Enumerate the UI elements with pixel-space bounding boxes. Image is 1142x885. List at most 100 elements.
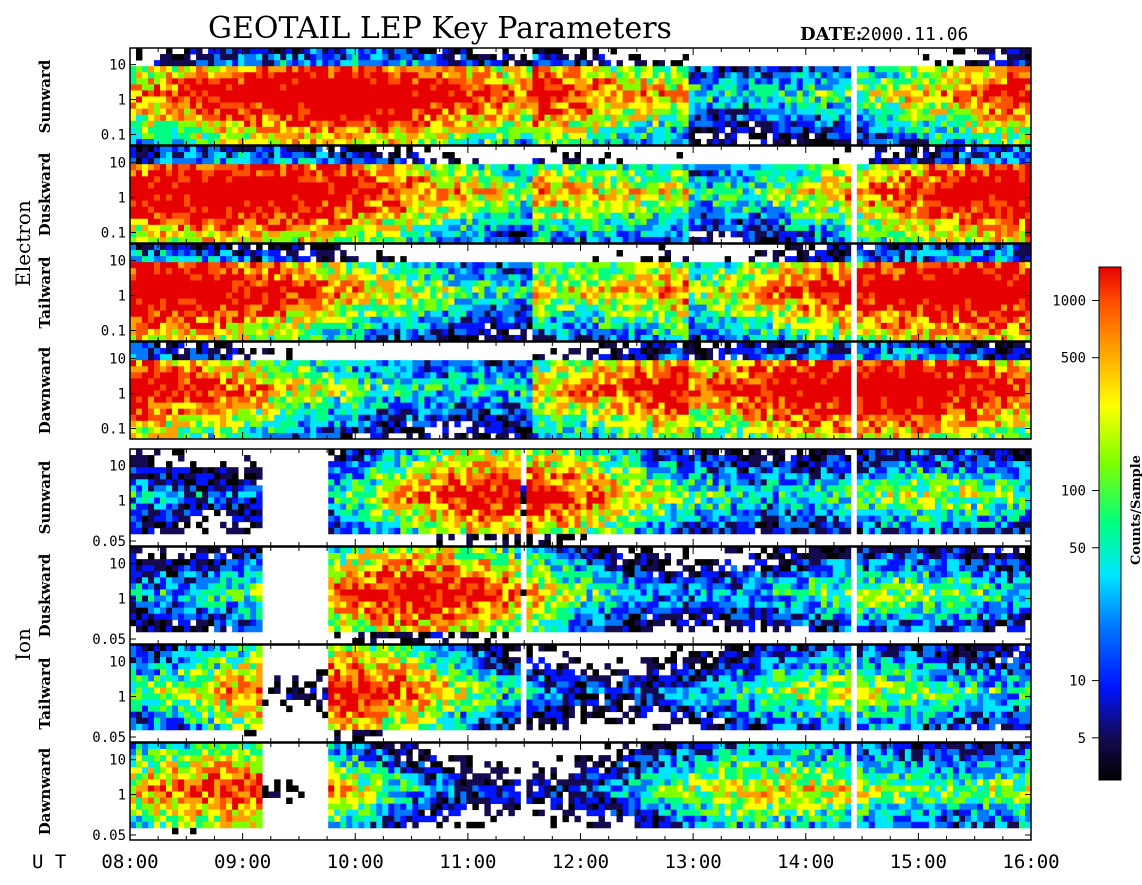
- spectrogram-cell: [749, 133, 755, 139]
- spectrogram-cell: [532, 115, 538, 121]
- spectrogram-cell: [941, 158, 947, 164]
- spectrogram-cell: [298, 66, 304, 72]
- spectrogram-cell: [376, 133, 382, 139]
- spectrogram-cell: [244, 201, 250, 207]
- spectrogram-cell: [196, 219, 202, 225]
- spectrogram-cell: [599, 195, 605, 201]
- spectrogram-cell: [244, 293, 250, 299]
- spectrogram-cell: [220, 213, 226, 219]
- spectrogram-cell: [442, 219, 448, 225]
- spectrogram-cell: [364, 164, 370, 170]
- spectrogram-cell: [406, 90, 412, 96]
- spectrogram-cell: [755, 103, 761, 109]
- spectrogram-cell: [328, 256, 334, 262]
- spectrogram-cell: [142, 329, 148, 335]
- spectrogram-cell: [160, 54, 166, 60]
- spectrogram-cell: [761, 207, 767, 213]
- spectrogram-cell: [208, 72, 214, 78]
- spectrogram-cell: [190, 225, 196, 231]
- spectrogram-cell: [262, 146, 268, 152]
- spectrogram-cell: [809, 176, 815, 182]
- spectrogram-cell: [605, 133, 611, 139]
- spectrogram-cell: [953, 219, 959, 225]
- spectrogram-cell: [154, 201, 160, 207]
- spectrogram-cell: [328, 103, 334, 109]
- spectrogram-cell: [965, 201, 971, 207]
- spectrogram-cell: [202, 225, 208, 231]
- spectrogram-cell: [484, 72, 490, 78]
- spectrogram-cell: [202, 78, 208, 84]
- spectrogram-cell: [496, 182, 502, 188]
- spectrogram-cell: [911, 133, 917, 139]
- spectrogram-cell: [605, 109, 611, 115]
- spectrogram-cell: [761, 213, 767, 219]
- spectrogram-cell: [232, 280, 238, 286]
- spectrogram-cell: [340, 213, 346, 219]
- spectrogram-cell: [749, 231, 755, 237]
- spectrogram-cell: [136, 323, 142, 329]
- spectrogram-cell: [430, 176, 436, 182]
- spectrogram-cell: [202, 329, 208, 335]
- spectrogram-cell: [917, 170, 923, 176]
- spectrogram-cell: [923, 121, 929, 127]
- spectrogram-cell: [316, 207, 322, 213]
- spectrogram-cell: [917, 90, 923, 96]
- spectrogram-cell: [130, 133, 136, 139]
- spectrogram-cell: [917, 115, 923, 121]
- spectrogram-cell: [875, 72, 881, 78]
- spectrogram-cell: [599, 170, 605, 176]
- spectrogram-cell: [677, 103, 683, 109]
- spectrogram-cell: [472, 188, 478, 194]
- spectrogram-cell: [821, 121, 827, 127]
- spectrogram-cell: [232, 54, 238, 60]
- spectrogram-cell: [208, 262, 214, 268]
- spectrogram-cell: [917, 72, 923, 78]
- spectrogram-cell: [587, 78, 593, 84]
- spectrogram-cell: [166, 72, 172, 78]
- spectrogram-cell: [893, 72, 899, 78]
- spectrogram-cell: [166, 78, 172, 84]
- spectrogram-cell: [995, 133, 1001, 139]
- spectrogram-cell: [376, 54, 382, 60]
- spectrogram-cell: [983, 188, 989, 194]
- spectrogram-cell: [274, 274, 280, 280]
- spectrogram-cell: [893, 207, 899, 213]
- spectrogram-cell: [773, 133, 779, 139]
- spectrogram-cell: [520, 231, 526, 237]
- spectrogram-cell: [322, 109, 328, 115]
- spectrogram-cell: [286, 262, 292, 268]
- spectrogram-cell: [526, 121, 532, 127]
- spectrogram-cell: [400, 231, 406, 237]
- spectrogram-cell: [785, 213, 791, 219]
- spectrogram-cell: [394, 213, 400, 219]
- spectrogram-cell: [791, 97, 797, 103]
- spectrogram-cell: [809, 213, 815, 219]
- spectrogram-cell: [605, 97, 611, 103]
- spectrogram-cell: [310, 158, 316, 164]
- spectrogram-cell: [130, 305, 136, 311]
- spectrogram-cell: [502, 84, 508, 90]
- spectrogram-cell: [196, 72, 202, 78]
- spectrogram-cell: [502, 164, 508, 170]
- spectrogram-cell: [340, 66, 346, 72]
- spectrogram-cell: [154, 268, 160, 274]
- spectrogram-cell: [713, 109, 719, 115]
- spectrogram-cell: [1013, 225, 1019, 231]
- spectrogram-cell: [244, 103, 250, 109]
- spectrogram-cell: [358, 195, 364, 201]
- spectrogram-cell: [803, 164, 809, 170]
- spectrogram-cell: [148, 231, 154, 237]
- spectrogram-cell: [448, 152, 454, 158]
- spectrogram-cell: [346, 60, 352, 66]
- spectrogram-cell: [238, 231, 244, 237]
- spectrogram-cell: [965, 115, 971, 121]
- spectrogram-cell: [623, 201, 629, 207]
- spectrogram-cell: [286, 219, 292, 225]
- spectrogram-cell: [310, 213, 316, 219]
- spectrogram-cell: [286, 90, 292, 96]
- spectrogram-cell: [839, 133, 845, 139]
- spectrogram-cell: [623, 109, 629, 115]
- spectrogram-cell: [599, 231, 605, 237]
- spectrogram-cell: [731, 103, 737, 109]
- spectrogram-cell: [184, 311, 190, 317]
